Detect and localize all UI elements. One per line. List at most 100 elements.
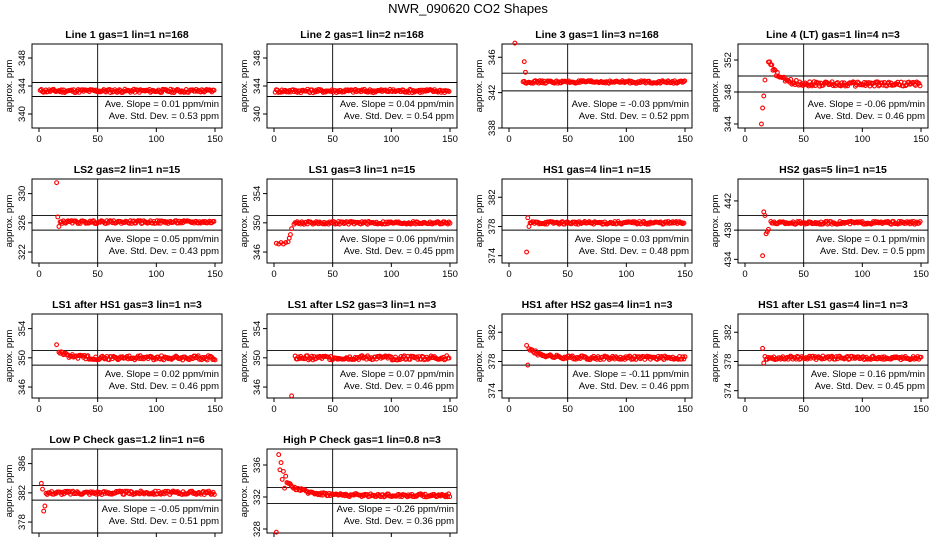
data-point bbox=[278, 460, 284, 466]
y-axis-label: approx. ppm bbox=[4, 195, 15, 248]
stat-stddev: Ave. Std. Dev. = 0.36 ppm bbox=[344, 516, 454, 527]
y-tick-label: 342 bbox=[487, 85, 498, 101]
plot-frame bbox=[737, 178, 929, 264]
data-point bbox=[536, 80, 542, 86]
x-tick-label: 100 bbox=[383, 134, 399, 145]
x-tick-label: 100 bbox=[618, 404, 634, 415]
data-point bbox=[832, 356, 838, 362]
data-point bbox=[918, 354, 924, 360]
x-tick-label: 50 bbox=[562, 269, 573, 280]
data-point bbox=[679, 220, 685, 226]
plot-frame bbox=[31, 178, 223, 264]
y-tick-label: 354 bbox=[252, 321, 263, 337]
x-tick-label: 0 bbox=[742, 269, 747, 280]
x-tick-label: 0 bbox=[506, 134, 511, 145]
plot-frame bbox=[501, 43, 693, 129]
data-point bbox=[447, 494, 453, 500]
data-point bbox=[153, 220, 159, 226]
stat-slope: Ave. Slope = 0.03 ppm/min bbox=[575, 234, 689, 245]
plot-frame bbox=[266, 448, 458, 534]
data-point bbox=[289, 226, 295, 232]
data-point bbox=[788, 76, 794, 82]
data-point bbox=[761, 360, 767, 366]
x-tick-label: 150 bbox=[442, 404, 458, 415]
x-tick-label: 100 bbox=[618, 269, 634, 280]
data-point bbox=[212, 357, 218, 363]
x-tick-label: 50 bbox=[798, 134, 809, 145]
plot-frame bbox=[737, 43, 929, 129]
y-tick-label: 354 bbox=[252, 186, 263, 202]
y-tick-label: 328 bbox=[252, 521, 263, 537]
stat-stddev: Ave. Std. Dev. = 0.45 ppm bbox=[815, 381, 925, 392]
stat-stddev: Ave. Std. Dev. = 0.54 ppm bbox=[344, 111, 454, 122]
stat-slope: Ave. Slope = 0.02 ppm/min bbox=[105, 369, 219, 380]
y-tick-label: 386 bbox=[17, 456, 28, 472]
y-axis-label: approx. ppm bbox=[239, 60, 250, 113]
stat-slope: Ave. Slope = -0.26 ppm/min bbox=[337, 504, 454, 515]
y-axis-label: approx. ppm bbox=[4, 465, 15, 518]
data-point bbox=[40, 486, 45, 492]
y-tick-label: 354 bbox=[17, 321, 28, 337]
data-point bbox=[326, 354, 332, 360]
panel-title: LS1 after HS1 gas=3 lin=1 n=3 bbox=[52, 299, 202, 311]
stat-stddev: Ave. Std. Dev. = 0.46 ppm bbox=[579, 381, 689, 392]
y-tick-label: 326 bbox=[17, 215, 28, 231]
y-axis-label: approx. ppm bbox=[710, 195, 721, 248]
x-tick-label: 0 bbox=[36, 134, 41, 145]
x-tick-label: 150 bbox=[677, 269, 693, 280]
stat-stddev: Ave. Std. Dev. = 0.53 ppm bbox=[109, 111, 219, 122]
data-point bbox=[124, 354, 130, 359]
stat-slope: Ave. Slope = 0.1 ppm/min bbox=[816, 234, 925, 245]
stat-stddev: Ave. Std. Dev. = 0.46 ppm bbox=[109, 381, 219, 392]
y-axis-label: approx. ppm bbox=[710, 60, 721, 113]
data-point bbox=[760, 253, 766, 259]
x-tick-label: 150 bbox=[913, 404, 929, 415]
y-tick-label: 346 bbox=[252, 244, 263, 260]
panel-title: Line 4 (LT) gas=1 lin=4 n=3 bbox=[766, 29, 900, 41]
y-tick-label: 382 bbox=[487, 189, 498, 205]
panel-title: HS1 gas=4 lin=1 n=15 bbox=[543, 164, 651, 176]
y-tick-label: 344 bbox=[17, 78, 28, 94]
data-point bbox=[161, 491, 167, 497]
y-tick-label: 348 bbox=[17, 50, 28, 66]
y-tick-label: 346 bbox=[487, 49, 498, 65]
x-tick-label: 50 bbox=[798, 404, 809, 415]
data-point bbox=[876, 83, 882, 89]
data-point bbox=[681, 220, 687, 226]
x-tick-label: 100 bbox=[854, 134, 870, 145]
y-tick-label: 338 bbox=[487, 120, 498, 136]
x-tick-label: 150 bbox=[207, 404, 223, 415]
y-tick-label: 352 bbox=[723, 52, 734, 68]
stat-slope: Ave. Slope = 0.07 ppm/min bbox=[340, 369, 454, 380]
stat-slope: Ave. Slope = -0.06 ppm/min bbox=[808, 99, 925, 110]
y-axis-label: approx. ppm bbox=[239, 465, 250, 518]
data-point bbox=[154, 218, 160, 224]
y-tick-label: 350 bbox=[17, 350, 28, 366]
x-tick-label: 0 bbox=[36, 269, 41, 280]
y-tick-label: 442 bbox=[723, 193, 734, 209]
y-axis-label: approx. ppm bbox=[239, 330, 250, 383]
y-axis-label: approx. ppm bbox=[710, 330, 721, 383]
y-axis-label: approx. ppm bbox=[239, 195, 250, 248]
data-point bbox=[38, 480, 44, 486]
data-point bbox=[273, 529, 279, 535]
x-tick-label: 50 bbox=[92, 134, 103, 145]
data-point bbox=[290, 484, 295, 490]
data-point bbox=[41, 508, 47, 514]
panel-title: HS2 gas=5 lin=1 n=15 bbox=[779, 164, 887, 176]
stat-slope: Ave. Slope = -0.05 ppm/min bbox=[102, 504, 219, 515]
y-tick-label: 382 bbox=[17, 485, 28, 501]
x-tick-label: 50 bbox=[562, 134, 573, 145]
y-tick-label: 378 bbox=[17, 514, 28, 530]
y-tick-label: 348 bbox=[723, 84, 734, 100]
data-point bbox=[813, 79, 819, 85]
y-tick-label: 348 bbox=[252, 50, 263, 66]
data-point bbox=[417, 90, 423, 95]
data-point bbox=[769, 62, 775, 68]
x-tick-label: 150 bbox=[913, 134, 929, 145]
panel-title: LS2 gas=2 lin=1 n=15 bbox=[74, 164, 181, 176]
panel-title: HS1 after HS2 gas=4 lin=1 n=3 bbox=[522, 299, 673, 311]
plot-frame bbox=[737, 313, 929, 399]
x-tick-label: 50 bbox=[92, 269, 103, 280]
